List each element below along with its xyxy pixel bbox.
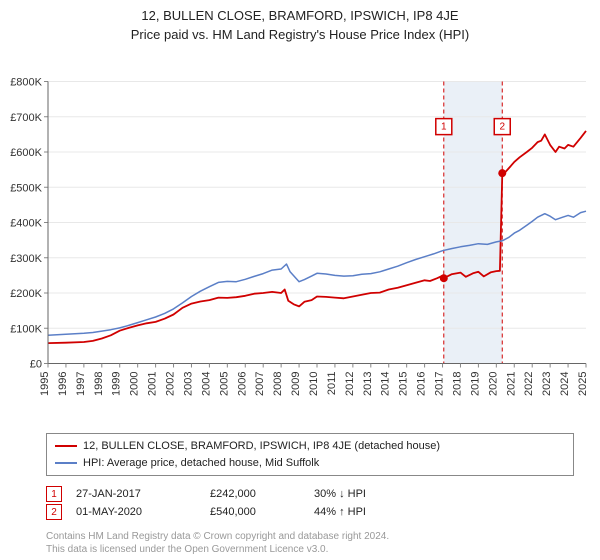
sale-price-1: £242,000 — [210, 488, 300, 500]
svg-text:2018: 2018 — [451, 372, 463, 396]
svg-text:2015: 2015 — [398, 372, 410, 396]
svg-text:2019: 2019 — [469, 372, 481, 396]
legend-swatch-2 — [55, 462, 77, 464]
svg-text:2021: 2021 — [505, 372, 517, 396]
svg-text:1: 1 — [441, 122, 447, 133]
svg-text:£600K: £600K — [10, 147, 42, 159]
svg-text:2022: 2022 — [523, 372, 535, 396]
svg-text:1996: 1996 — [57, 372, 69, 396]
svg-text:2001: 2001 — [147, 372, 159, 396]
svg-text:2016: 2016 — [416, 372, 428, 396]
legend-row-1: 12, BULLEN CLOSE, BRAMFORD, IPSWICH, IP8… — [55, 438, 565, 455]
svg-text:£700K: £700K — [10, 112, 42, 124]
svg-text:2020: 2020 — [487, 372, 499, 396]
footer-line-2: This data is licensed under the Open Gov… — [46, 543, 574, 556]
svg-text:1995: 1995 — [39, 372, 51, 396]
legend: 12, BULLEN CLOSE, BRAMFORD, IPSWICH, IP8… — [46, 433, 574, 476]
svg-text:£800K: £800K — [10, 77, 42, 89]
svg-text:£0: £0 — [30, 359, 42, 371]
svg-text:1998: 1998 — [93, 372, 105, 396]
svg-text:£500K: £500K — [10, 182, 42, 194]
svg-text:2002: 2002 — [165, 372, 177, 396]
svg-text:2008: 2008 — [272, 372, 284, 396]
sale-row-2: 2 01-MAY-2020 £540,000 44% ↑ HPI — [46, 504, 574, 520]
sale-date-2: 01-MAY-2020 — [76, 506, 196, 518]
title-address: 12, BULLEN CLOSE, BRAMFORD, IPSWICH, IP8… — [6, 8, 594, 23]
svg-text:£300K: £300K — [10, 253, 42, 265]
svg-text:2003: 2003 — [182, 372, 194, 396]
footer-line-1: Contains HM Land Registry data © Crown c… — [46, 530, 574, 543]
sale-hpi-2: 44% ↑ HPI — [314, 506, 366, 518]
svg-text:£400K: £400K — [10, 218, 42, 230]
title-subtitle: Price paid vs. HM Land Registry's House … — [6, 27, 594, 42]
sale-date-1: 27-JAN-2017 — [76, 488, 196, 500]
legend-label-2: HPI: Average price, detached house, Mid … — [83, 455, 319, 472]
svg-text:1997: 1997 — [75, 372, 87, 396]
sale-hpi-1: 30% ↓ HPI — [314, 488, 366, 500]
chart-svg: £0 £100K £200K £300K £400K £500K £600K £700K £80… — [6, 50, 594, 427]
legend-row-2: HPI: Average price, detached house, Mid … — [55, 455, 565, 472]
svg-text:2024: 2024 — [559, 372, 571, 396]
svg-text:2: 2 — [499, 122, 505, 133]
svg-text:2017: 2017 — [434, 372, 446, 396]
sale-marker-2: 2 — [46, 504, 62, 520]
svg-text:2025: 2025 — [577, 372, 589, 396]
svg-text:£100K: £100K — [10, 323, 42, 335]
svg-text:2013: 2013 — [362, 372, 374, 396]
svg-text:2000: 2000 — [129, 372, 141, 396]
footer-note: Contains HM Land Registry data © Crown c… — [46, 530, 574, 556]
chart-container: 12, BULLEN CLOSE, BRAMFORD, IPSWICH, IP8… — [0, 0, 600, 560]
svg-text:2012: 2012 — [344, 372, 356, 396]
sales-table: 1 27-JAN-2017 £242,000 30% ↓ HPI 2 01-MA… — [46, 484, 574, 522]
svg-text:2023: 2023 — [541, 372, 553, 396]
svg-text:2011: 2011 — [326, 372, 338, 396]
sale-marker-1: 1 — [46, 486, 62, 502]
svg-text:2004: 2004 — [200, 372, 212, 396]
svg-text:2005: 2005 — [218, 372, 230, 396]
chart-area: £0 £100K £200K £300K £400K £500K £600K £700K £80… — [6, 50, 594, 427]
svg-text:2006: 2006 — [236, 372, 248, 396]
legend-swatch-1 — [55, 445, 77, 447]
title-area: 12, BULLEN CLOSE, BRAMFORD, IPSWICH, IP8… — [6, 6, 594, 50]
sale-row-1: 1 27-JAN-2017 £242,000 30% ↓ HPI — [46, 486, 574, 502]
svg-text:£200K: £200K — [10, 288, 42, 300]
legend-label-1: 12, BULLEN CLOSE, BRAMFORD, IPSWICH, IP8… — [83, 438, 440, 455]
svg-text:2007: 2007 — [254, 372, 266, 396]
svg-text:1999: 1999 — [111, 372, 123, 396]
svg-text:2014: 2014 — [380, 372, 392, 396]
svg-text:2010: 2010 — [308, 372, 320, 396]
svg-text:2009: 2009 — [290, 372, 302, 396]
sale-price-2: £540,000 — [210, 506, 300, 518]
